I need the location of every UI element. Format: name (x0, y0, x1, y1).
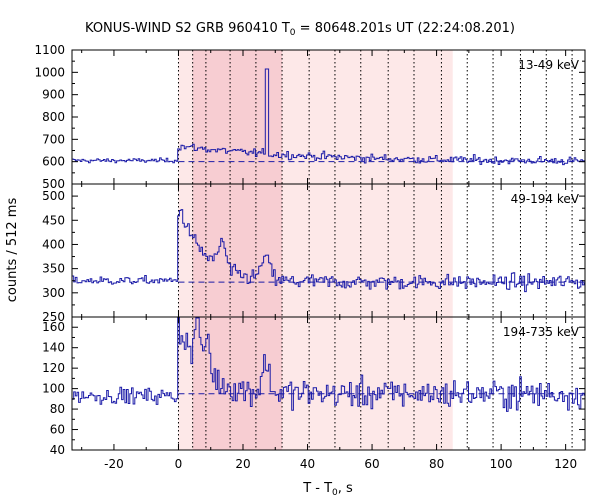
y-tick-label-1: 250 (42, 310, 65, 324)
y-tick-label-1: 350 (42, 262, 65, 276)
energy-band-label-0: 13-49 keV (518, 58, 580, 72)
y-tick-label-0: 700 (42, 132, 65, 146)
y-tick-label-2: 120 (42, 361, 65, 375)
x-tick-label: 40 (300, 457, 315, 471)
y-tick-label-1: 400 (42, 237, 65, 251)
y-tick-label-1: 500 (42, 189, 65, 203)
y-tick-label-1: 300 (42, 286, 65, 300)
x-tick-label: 0 (175, 457, 183, 471)
y-tick-label-1: 450 (42, 213, 65, 227)
y-tick-label-2: 80 (50, 402, 65, 416)
x-tick-label: -20 (104, 457, 124, 471)
lightcurve-0 (72, 68, 585, 166)
x-tick-label: 80 (429, 457, 444, 471)
y-axis-label: counts / 512 ms (5, 198, 20, 303)
lightcurve-1 (72, 209, 585, 293)
x-tick-label: 100 (490, 457, 513, 471)
lightcurve-2 (72, 317, 585, 412)
y-tick-label-2: 140 (42, 341, 65, 355)
panel-frame-2 (71, 316, 586, 451)
chart-title: KONUS-WIND S2 GRB 960410 T0 = 80648.201s… (85, 21, 515, 38)
y-tick-label-2: 60 (50, 423, 65, 437)
y-tick-label-0: 800 (42, 110, 65, 124)
x-tick-label: 20 (235, 457, 250, 471)
y-tick-label-2: 100 (42, 382, 65, 396)
y-tick-label-0: 600 (42, 155, 65, 169)
y-tick-label-0: 900 (42, 88, 65, 102)
x-tick-label: 60 (364, 457, 379, 471)
shaded-interval-1 (192, 50, 283, 450)
x-axis-label: T - T0, s (302, 481, 353, 498)
energy-band-label-2: 194-735 keV (503, 325, 580, 339)
x-tick-label: 120 (554, 457, 577, 471)
y-tick-label-0: 1100 (34, 43, 65, 57)
y-tick-label-2: 40 (50, 443, 65, 457)
energy-band-label-1: 49-194 keV (511, 192, 580, 206)
y-tick-label-2: 160 (42, 320, 65, 334)
y-tick-label-0: 1000 (34, 65, 65, 79)
y-tick-label-0: 500 (42, 177, 65, 191)
